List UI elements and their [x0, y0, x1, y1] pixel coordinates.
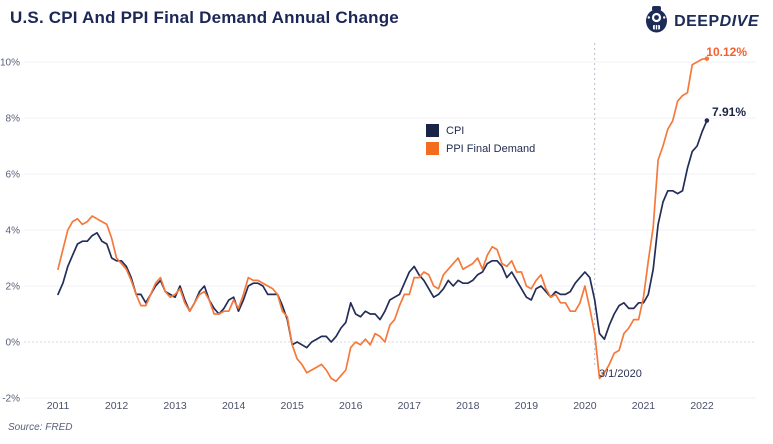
x-tick-2017: 2017 — [398, 400, 422, 412]
diver-helmet-icon — [644, 6, 669, 38]
legend-item-ppi: PPI Final Demand — [426, 142, 535, 155]
y-tick-4%: 4% — [6, 226, 21, 237]
x-axis-labels: 2011 2012 2013 2014 2015 2016 2017 2018 2019 2020… — [47, 400, 714, 412]
x-tick-2016: 2016 — [339, 400, 363, 412]
y-tick-6%: 6% — [6, 170, 21, 181]
x-tick-2012: 2012 — [105, 400, 129, 412]
cpi-swatch — [426, 124, 439, 137]
x-tick-2014: 2014 — [222, 400, 246, 412]
page-title: U.S. CPI And PPI Final Demand Annual Cha… — [10, 8, 399, 27]
y-axis-labels: 10% 8% 6% 4% 2% 0% -2% — [0, 58, 20, 405]
ppi-end-value-label: 10.12% — [706, 45, 747, 59]
y-tick-0%: 0% — [6, 338, 21, 349]
logo-deep: DEEP — [674, 13, 720, 30]
x-tick-2022: 2022 — [690, 400, 714, 412]
chart-legend: CPI PPI Final Demand — [426, 124, 535, 155]
cpi-end-dot — [704, 118, 710, 123]
y-tick-10%: 10% — [0, 58, 20, 69]
logo-wordmark: DEEPDIVE — [674, 13, 759, 31]
x-tick-2013: 2013 — [163, 400, 187, 412]
ppi-legend-label: PPI Final Demand — [446, 142, 536, 155]
source-credit: Source: FRED — [8, 422, 73, 433]
y-tick-2%: 2% — [6, 282, 21, 293]
logo-dive: DIVE — [719, 13, 759, 30]
x-tick-2015: 2015 — [281, 400, 305, 412]
x-tick-2020: 2020 — [573, 400, 597, 412]
ppi-line — [57, 57, 708, 383]
cpi-line — [57, 119, 708, 349]
y-tick--2%: -2% — [2, 394, 20, 405]
cpi-end-value-label: 7.91% — [711, 105, 746, 119]
deepdive-logo: DEEPDIVE — [644, 6, 759, 38]
x-tick-2021: 2021 — [632, 400, 656, 412]
x-tick-2011: 2011 — [47, 400, 70, 412]
ppi-end-dot — [704, 56, 710, 61]
covid-date-annotation: 3/1/2020 — [599, 368, 642, 380]
legend-item-cpi: CPI — [426, 124, 535, 137]
ppi-swatch — [426, 142, 439, 155]
y-tick-8%: 8% — [6, 114, 21, 125]
x-tick-2018: 2018 — [456, 400, 480, 412]
x-tick-2019: 2019 — [515, 400, 539, 412]
gridlines — [24, 61, 756, 399]
cpi-legend-label: CPI — [446, 124, 465, 137]
